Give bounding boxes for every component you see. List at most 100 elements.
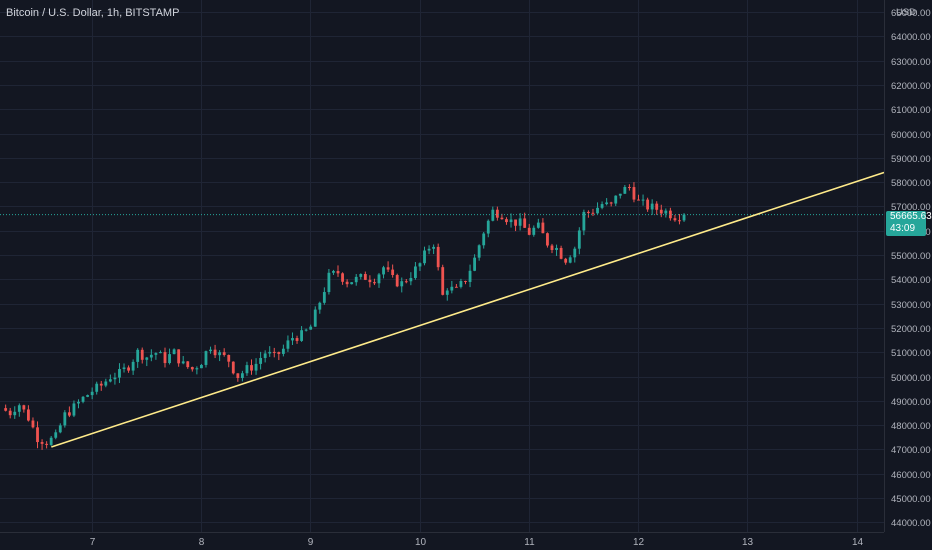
candle-body (81, 396, 85, 402)
candle-body (163, 352, 167, 364)
candle-body (546, 233, 549, 246)
candle-body (423, 250, 426, 264)
candle-body (668, 210, 672, 219)
candle-body (113, 377, 117, 380)
candle-body (655, 203, 659, 210)
candle-body (77, 401, 80, 404)
time-tick-label: 7 (90, 537, 96, 548)
candles-group (4, 182, 686, 450)
candle-body (145, 357, 149, 360)
candle-body (568, 257, 572, 263)
candle-body (177, 349, 181, 364)
candle-body (418, 263, 422, 267)
price-tick-label: 49000.00 (891, 397, 931, 408)
price-tick-label: 64000.00 (891, 32, 931, 43)
candle-body (222, 352, 226, 355)
candle-body (277, 352, 281, 354)
candle-body (400, 281, 404, 287)
candle-body (382, 267, 385, 275)
candle-body (441, 267, 445, 295)
candle-body (673, 218, 677, 221)
candle-body (13, 411, 17, 416)
price-tick-label: 50000.00 (891, 373, 931, 384)
candle-body (218, 352, 222, 356)
price-tick-label: 58000.00 (891, 178, 931, 189)
candle-body (181, 361, 185, 364)
candle-body (555, 247, 558, 250)
trendline[interactable] (51, 171, 885, 448)
candle-body (587, 211, 590, 213)
candle-body (596, 207, 599, 214)
candle-body (577, 230, 581, 249)
candle-body (104, 381, 108, 386)
bar-countdown: 43:09 (890, 223, 916, 234)
candle-body (4, 408, 8, 411)
candle-body (45, 443, 49, 445)
candle-body (500, 217, 504, 220)
candle-body (8, 410, 12, 416)
candle-body (473, 257, 477, 271)
candle-body (637, 199, 640, 201)
candle-body (659, 209, 663, 214)
candle-body (486, 220, 490, 234)
time-tick-label: 12 (633, 537, 645, 548)
candle-body (63, 412, 67, 426)
price-tick-label: 57000.00 (891, 202, 931, 213)
candle-body (231, 361, 235, 374)
candle-body (582, 211, 586, 231)
price-tick-label: 61000.00 (891, 105, 931, 116)
candle-body (650, 203, 654, 210)
candle-body (468, 270, 472, 282)
candle-body (240, 373, 244, 378)
price-tick-label: 44000.00 (891, 518, 931, 529)
candle-body (664, 210, 668, 214)
candle-body (559, 247, 563, 259)
candle-body (359, 274, 363, 277)
candle-body (204, 351, 208, 365)
candle-body (227, 354, 231, 362)
candle-body (200, 364, 203, 369)
candle-body (413, 266, 417, 278)
candle-body (36, 427, 39, 443)
candle-body (409, 277, 413, 282)
candle-body (518, 218, 522, 226)
symbol-title: Bitcoin / U.S. Dollar, 1h, BITSTAMP (6, 7, 180, 19)
candle-body (318, 302, 322, 310)
price-tick-label: 60000.00 (891, 130, 931, 141)
candle-body (17, 405, 21, 412)
candle-body (573, 248, 577, 258)
time-tick-label: 10 (415, 537, 427, 548)
candle-body (354, 276, 358, 283)
candle-body (140, 349, 144, 360)
candle-body (209, 349, 212, 352)
price-tick-label: 54000.00 (891, 275, 931, 286)
candle-body (118, 369, 121, 378)
candle-body (108, 379, 112, 382)
candle-body (136, 349, 140, 362)
candle-body (26, 409, 30, 421)
candle-body (495, 209, 499, 218)
time-axis[interactable]: 7 8 9 10 11 12 13 14 (90, 537, 864, 548)
candle-body (386, 267, 390, 270)
candle-body (373, 282, 376, 284)
candle-body (605, 202, 609, 205)
candle-body (550, 245, 554, 250)
candle-body (213, 349, 217, 356)
price-tick-label: 52000.00 (891, 324, 931, 335)
candle-body (363, 274, 367, 280)
candle-body (254, 363, 258, 371)
candle-body (600, 204, 604, 208)
candle-body (304, 329, 308, 331)
candle-body (236, 373, 240, 378)
price-tick-label: 59000.00 (891, 154, 931, 165)
candle-body (454, 286, 458, 288)
candle-body (72, 403, 76, 416)
candle-body (245, 365, 249, 374)
candle-body (509, 219, 513, 223)
candle-body (682, 214, 686, 221)
candle-body (432, 246, 436, 249)
candle-body (627, 187, 631, 189)
candle-body (259, 357, 263, 364)
